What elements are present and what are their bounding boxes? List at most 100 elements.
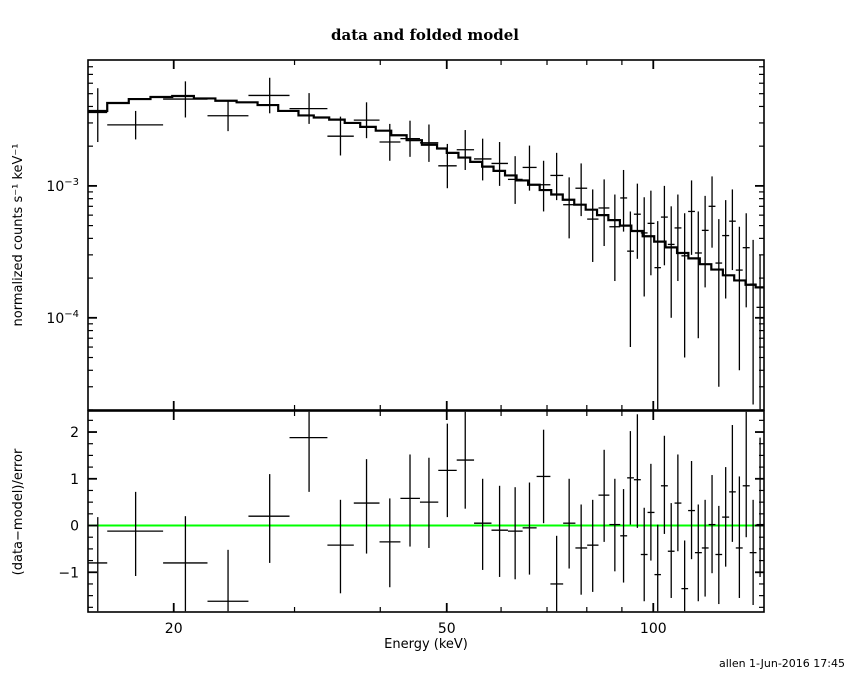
y-tick-label: −1: [58, 565, 79, 581]
residual-axes-frame: [87, 410, 765, 613]
data-point: [400, 120, 420, 157]
data-point: [353, 102, 380, 139]
residual-y-axis-label-text: (data−model)/error: [11, 448, 26, 575]
residual-point: [647, 463, 655, 561]
data-point: [327, 116, 354, 156]
data-point: [654, 221, 661, 410]
residual-point: [379, 498, 401, 588]
x-tick-labels: 20 50 100: [165, 621, 667, 637]
data-point: [715, 219, 723, 387]
data-point: [522, 145, 537, 191]
data-point: [207, 100, 249, 132]
data-point: [701, 195, 709, 288]
data-point: [729, 189, 736, 271]
residual-point: [722, 467, 730, 567]
data-point: [627, 211, 634, 348]
residual-point: [400, 454, 420, 547]
data-point: [681, 213, 689, 358]
data-point: [379, 123, 401, 161]
data-point: [667, 206, 675, 318]
x-axis-label: Energy (keV): [384, 637, 468, 652]
data-point: [640, 197, 648, 297]
data-point: [633, 183, 641, 259]
data-point: [694, 211, 702, 339]
residual-point: [674, 454, 682, 552]
data-point: [575, 163, 588, 217]
residual-panel: 2 1 0 −1 20 50 100: [58, 410, 765, 637]
data-point: [674, 194, 682, 282]
residual-point: [289, 411, 328, 492]
data-point: [660, 185, 668, 266]
data-point: [289, 93, 328, 124]
data-point: [107, 110, 164, 140]
y-tick-label: 0: [70, 519, 79, 535]
residual-point: [756, 437, 764, 577]
folded-model-step: [88, 94, 764, 289]
residual-point: [667, 503, 675, 598]
data-point: [742, 213, 750, 308]
data-point: [587, 189, 599, 262]
residual-point: [207, 549, 249, 612]
spectrum-y-tick-labels: 10−3 10−4: [46, 177, 79, 327]
residual-point: [708, 475, 716, 574]
data-point: [735, 226, 743, 371]
residual-point: [522, 482, 537, 575]
data-point: [749, 239, 757, 405]
residual-point: [633, 414, 641, 528]
data-point: [708, 176, 716, 248]
data-point: [536, 160, 551, 212]
y-tick-label: 1: [70, 472, 79, 488]
data-point: [419, 124, 439, 162]
data-point: [647, 190, 655, 276]
residual-point: [735, 476, 743, 598]
residual-point: [456, 411, 475, 509]
spectrum-panel: 10−3 10−4: [46, 59, 765, 411]
data-point: [563, 177, 576, 239]
y-tick-label: 10−3: [46, 177, 79, 195]
y-tick-label: 10−4: [46, 309, 79, 327]
residual-point: [353, 459, 380, 554]
data-point: [722, 200, 730, 299]
residual-point: [550, 535, 564, 612]
data-point: [248, 77, 290, 114]
spectrum-y-axis-label-text: normalized counts s⁻¹ keV⁻¹: [11, 144, 26, 327]
residual-point: [88, 517, 108, 612]
data-point: [474, 138, 492, 181]
footer-stamp: allen 1-Jun-2016 17:45: [719, 657, 845, 670]
data-point: [456, 130, 475, 170]
residual-point: [620, 489, 628, 583]
x-tick-label: 100: [640, 621, 667, 637]
residual-point: [507, 487, 523, 580]
data-point: [163, 81, 208, 118]
residual-point: [640, 507, 648, 602]
residual-point: [749, 499, 757, 605]
page-title: data and folded model: [331, 26, 519, 44]
data-point: [688, 180, 695, 255]
residual-point: [536, 429, 551, 524]
residual-point: [327, 499, 354, 594]
data-point: [598, 179, 610, 247]
data-point: [438, 143, 457, 189]
residual-point: [563, 478, 576, 569]
spectrum-y-axis-label: normalized counts s⁻¹ keV⁻¹: [11, 144, 26, 327]
residual-point: [419, 457, 439, 548]
spectrum-axes-frame: [87, 59, 765, 411]
residual-point: [729, 425, 736, 542]
data-point: [507, 156, 523, 204]
residual-point: [715, 505, 723, 605]
residual-point: [609, 478, 621, 572]
data-point: [550, 152, 564, 201]
residual-point: [654, 524, 661, 612]
residual-y-tick-labels: 2 1 0 −1: [58, 425, 79, 581]
residual-point: [742, 411, 750, 538]
model-histogram-path: [88, 94, 764, 289]
residual-point: [107, 491, 164, 577]
residual-point: [681, 540, 689, 612]
residual-point: [701, 499, 709, 597]
data-point: [756, 254, 764, 410]
residual-point: [598, 449, 610, 542]
data-point: [491, 142, 508, 186]
data-errorbars: [88, 77, 764, 410]
